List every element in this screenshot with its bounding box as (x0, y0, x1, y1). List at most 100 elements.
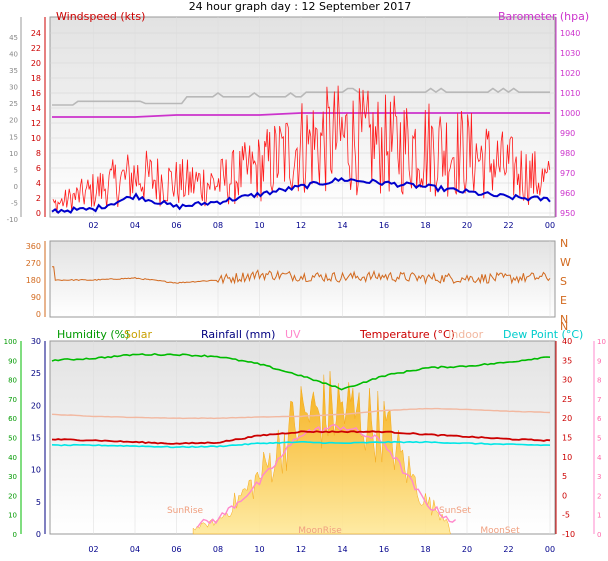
rainfall-tick: 10 (31, 466, 41, 475)
barometer-line (52, 112, 550, 118)
wind-x-tick-02: 02 (88, 221, 98, 230)
uv-tick: 9 (597, 357, 601, 365)
legend-temperature: Temperature (°C) (359, 328, 455, 341)
temperature-tick: 40 (562, 337, 572, 346)
legend: Humidity (%) Solar Rainfall (mm) UV Temp… (57, 328, 583, 341)
windspeed-tick: 10 (31, 134, 41, 143)
humidity-tick: 70 (8, 396, 17, 404)
rainfall-tick: 25 (31, 369, 41, 378)
windspeed-tick: 4 (36, 179, 41, 188)
humidity-tick: 40 (8, 454, 17, 462)
uv-tick: 4 (597, 454, 602, 462)
temperature-line (51, 430, 551, 445)
temperature-tick: -5 (562, 511, 570, 520)
uv-tick: 8 (597, 377, 601, 385)
compass-tick: N (560, 237, 568, 250)
windspeed-tick: 18 (31, 74, 41, 83)
humidity-tick: 100 (4, 338, 17, 346)
rainfall-tick: 30 (31, 337, 41, 346)
barometer-tick: 970 (560, 169, 575, 178)
outer-left-tick: 10 (9, 150, 18, 158)
direction-tick: 270 (26, 259, 41, 268)
wind-x-tick-08: 08 (213, 221, 223, 230)
legend-rainfall: Rainfall (mm) (201, 328, 275, 341)
event-label-sunset: SunSet (439, 506, 471, 516)
temp-x-tick-16: 16 (379, 545, 389, 554)
windspeed-tick: 12 (31, 119, 41, 128)
windspeed-tick: 24 (31, 29, 41, 38)
temp-x-tick-12: 12 (296, 545, 306, 554)
windspeed-tick: 14 (31, 104, 41, 113)
temp-x-tick-22: 22 (503, 545, 513, 554)
uv-tick: 2 (597, 492, 601, 500)
windspeed-tick: 0 (36, 209, 41, 218)
chart-title: 24 hour graph day : 12 September 2017 (189, 0, 412, 13)
direction-tick: 180 (26, 276, 41, 285)
gust-line (52, 87, 550, 106)
humidity-tick: 60 (8, 415, 17, 423)
outer-left-tick: 5 (14, 166, 18, 174)
indoor-line (51, 407, 551, 420)
wind-x-tick-16: 16 (379, 221, 389, 230)
legend-solar: Solar (124, 328, 153, 341)
solar-area (192, 371, 451, 535)
outer-left-tick: -5 (11, 199, 18, 207)
temp-x-tick-00: 00 (545, 545, 555, 554)
windspeed-tick: 20 (31, 59, 41, 68)
windspeed-axis-title: Windspeed (kts) (56, 10, 145, 23)
dew-line (51, 440, 551, 449)
temperature-tick: 0 (562, 491, 567, 500)
direction-tick: 360 (26, 242, 41, 251)
uv-tick: 7 (597, 396, 601, 404)
temp-x-tick-04: 04 (130, 545, 140, 554)
temperature-tick: 25 (562, 395, 572, 404)
humidity-tick: 10 (8, 512, 17, 520)
barometer-tick: 960 (560, 189, 575, 198)
windspeed-tick: 8 (36, 149, 41, 158)
temp-x-tick-10: 10 (254, 545, 264, 554)
direction-tick: 90 (31, 293, 41, 302)
wind-x-tick-20: 20 (462, 221, 472, 230)
barometer-tick: 1020 (560, 69, 580, 78)
windspeed-line (52, 85, 551, 214)
compass-tick: N (560, 320, 568, 333)
event-label-sunrise: SunRise (167, 506, 204, 516)
windspeed-tick: 6 (36, 164, 41, 173)
temp-x-tick-20: 20 (462, 545, 472, 554)
outer-left-tick: 35 (9, 67, 18, 75)
barometer-tick: 980 (560, 149, 575, 158)
temp-x-tick-18: 18 (420, 545, 430, 554)
humidity-tick: 20 (8, 492, 17, 500)
temperature-tick: 20 (562, 414, 572, 423)
temp-x-tick-14: 14 (337, 545, 347, 554)
wind-x-tick-12: 12 (296, 221, 306, 230)
legend-humidity: Humidity (%) (57, 328, 129, 341)
wind-x-tick-06: 06 (171, 221, 181, 230)
barometer-axis-title: Barometer (hpa) (498, 10, 589, 23)
outer-left-tick: 25 (9, 100, 18, 108)
outer-left-tick: 20 (9, 117, 18, 125)
outer-left-tick: 0 (14, 183, 18, 191)
humidity-tick: 90 (8, 357, 17, 365)
temperature-tick: 30 (562, 376, 572, 385)
temperature-tick: 5 (562, 472, 567, 481)
outer-left-tick: 40 (9, 51, 18, 59)
wind-average-line (51, 177, 551, 214)
temperature-tick: 10 (562, 453, 572, 462)
humidity-tick: 50 (8, 435, 17, 443)
legend-indoor: Indoor (448, 328, 484, 341)
barometer-tick: 1040 (560, 29, 580, 38)
direction-tick: 0 (36, 310, 41, 319)
outer-left-tick: 15 (9, 133, 18, 141)
rainfall-tick: 20 (31, 401, 41, 410)
uv-tick: 5 (597, 435, 601, 443)
wind-x-tick-00: 00 (545, 221, 555, 230)
temp-x-tick-06: 06 (171, 545, 181, 554)
legend-uv: UV (285, 328, 301, 341)
wind-x-tick-22: 22 (503, 221, 513, 230)
outer-left-tick: 30 (9, 84, 18, 92)
temp-x-tick-08: 08 (213, 545, 223, 554)
outer-left-tick: 45 (9, 34, 18, 42)
temp-x-tick-02: 02 (88, 545, 98, 554)
